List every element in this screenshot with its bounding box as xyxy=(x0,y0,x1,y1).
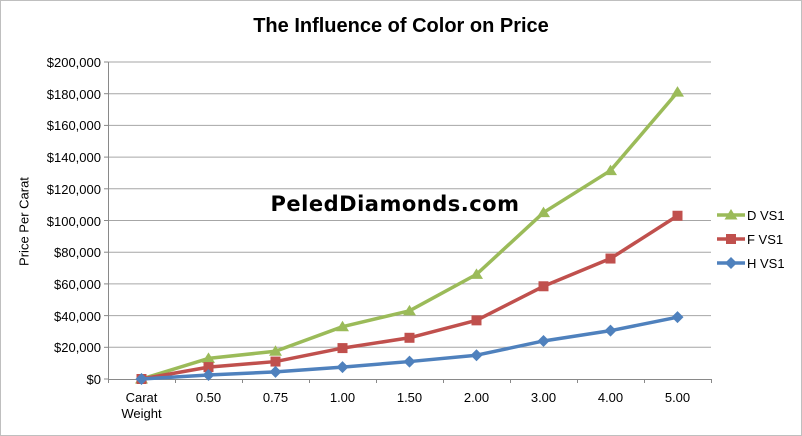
legend-entry-d-vs1: D VS1 xyxy=(717,203,801,227)
legend-marker-shape xyxy=(726,234,736,244)
data-point-h-vs1 xyxy=(403,355,416,368)
y-axis-tick-label: $140,000 xyxy=(46,150,101,166)
data-point-h-vs1 xyxy=(269,365,282,378)
x-axis-label: 1.50 xyxy=(396,390,423,405)
data-point-h-vs1 xyxy=(537,334,550,347)
data-point-d-vs1 xyxy=(604,164,617,176)
data-point-h-vs1 xyxy=(135,373,148,385)
legend-label: D VS1 xyxy=(747,207,785,223)
x-axis-label: 0.50 xyxy=(195,390,222,405)
y-axis-tick-label: $0 xyxy=(86,372,101,387)
data-point-f-vs1 xyxy=(270,356,281,367)
data-point-f-vs1 xyxy=(203,362,214,373)
data-point-f-vs1 xyxy=(538,281,549,292)
data-point-d-vs1 xyxy=(470,268,483,279)
x-axis-label: 4.00 xyxy=(597,390,624,405)
x-axis-label: Carat Weight xyxy=(121,390,162,421)
series-line-h-vs1 xyxy=(139,315,680,381)
y-axis-tick-label: $200,000 xyxy=(46,55,101,70)
x-axis-label: 2.00 xyxy=(463,390,490,405)
x-axis-label: 1.00 xyxy=(329,390,356,405)
y-axis-tick-label: $60,000 xyxy=(54,276,101,292)
series-line-f-vs1 xyxy=(139,213,680,381)
y-axis-tick-label: $120,000 xyxy=(46,181,101,197)
legend-marker-diamond-icon xyxy=(717,257,745,269)
y-axis-tick-label: $80,000 xyxy=(54,245,101,261)
data-point-h-vs1 xyxy=(470,349,483,362)
data-point-f-vs1 xyxy=(471,315,482,326)
data-point-f-vs1 xyxy=(404,332,415,343)
data-point-h-vs1 xyxy=(604,324,617,337)
y-axis-tick-label: $100,000 xyxy=(46,213,101,229)
chart-title: The Influence of Color on Price xyxy=(253,15,549,37)
data-point-f-vs1 xyxy=(605,253,616,264)
data-point-h-vs1 xyxy=(671,311,684,324)
legend-marker-square-icon xyxy=(717,234,745,244)
legend-entry-h-vs1: H VS1 xyxy=(717,251,801,275)
x-axis-label: 5.00 xyxy=(664,390,691,405)
y-axis-tick-label: $40,000 xyxy=(54,308,101,324)
data-point-f-vs1 xyxy=(672,210,683,221)
x-axis-label: 0.75 xyxy=(262,390,289,405)
legend-marker-shape xyxy=(724,209,738,220)
data-point-d-vs1 xyxy=(202,352,215,363)
data-point-d-vs1 xyxy=(269,345,282,356)
data-point-d-vs1 xyxy=(403,304,416,316)
y-axis-tick-label: $160,000 xyxy=(46,118,101,134)
legend-label: H VS1 xyxy=(747,255,785,271)
data-point-h-vs1 xyxy=(336,361,349,374)
y-axis-tick-label: $20,000 xyxy=(54,340,101,356)
legend-marker-triangle-icon xyxy=(717,209,745,220)
data-point-h-vs1 xyxy=(202,369,215,382)
data-point-f-vs1 xyxy=(337,343,348,354)
legend-marker-shape xyxy=(725,257,737,269)
data-point-d-vs1 xyxy=(336,320,349,332)
legend-entry-f-vs1: F VS1 xyxy=(717,227,801,251)
y-axis-tick-label: $180,000 xyxy=(46,86,101,102)
data-point-d-vs1 xyxy=(537,206,550,218)
legend: D VS1 F VS1 H VS1 xyxy=(717,203,801,275)
x-axis-label: 3.00 xyxy=(530,390,557,405)
data-point-d-vs1 xyxy=(671,86,684,97)
legend-label: F VS1 xyxy=(747,231,784,247)
watermark: PeledDiamonds.com xyxy=(270,192,520,216)
